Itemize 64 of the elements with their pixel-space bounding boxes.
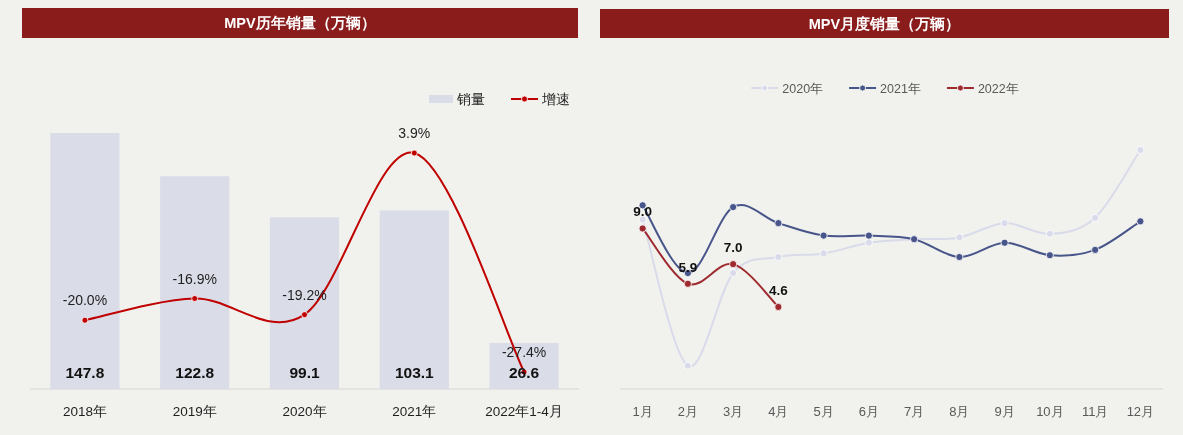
x-tick-label: 10月 (1036, 404, 1064, 419)
x-tick-label: 3月 (723, 404, 744, 419)
point (729, 260, 738, 269)
point (864, 238, 873, 247)
point (683, 279, 692, 288)
point (1136, 146, 1145, 154)
chart-title: MPV历年销量（万辆） (224, 15, 376, 31)
point (1136, 217, 1145, 226)
point (1000, 219, 1009, 228)
data-label: 26.6 (509, 364, 540, 381)
point (819, 231, 828, 240)
point (864, 231, 873, 240)
legend-label: 2020年 (782, 81, 824, 96)
point (1000, 238, 1009, 247)
x-tick-label: 1月 (632, 404, 653, 419)
x-tick-label: 12月 (1126, 404, 1155, 419)
data-label: 103.1 (394, 364, 435, 381)
data-label: 3.9% (398, 125, 431, 141)
data-label: -16.9% (172, 270, 217, 287)
point (774, 219, 783, 228)
legend-label: 2021年 (880, 81, 921, 96)
legend-label: 增速 (541, 91, 570, 107)
data-label: 4.6 (768, 282, 789, 298)
x-tick-label: 11月 (1081, 404, 1109, 419)
x-tick-label: 5月 (813, 404, 834, 419)
legend-label: 销量 (456, 91, 485, 107)
x-tick-label: 9月 (994, 404, 1015, 419)
point (81, 316, 89, 324)
x-tick-label: 2021年 (392, 404, 437, 419)
x-tick-label: 2020年 (282, 404, 327, 419)
data-label: -20.0% (62, 292, 108, 309)
point (301, 311, 308, 319)
point (774, 253, 783, 262)
point (774, 302, 783, 311)
legend-label: 2022年 (977, 81, 1019, 96)
x-tick-label: 4月 (768, 404, 789, 419)
point (955, 233, 964, 242)
point (191, 295, 199, 302)
x-tick-label: 2月 (677, 404, 698, 419)
data-label: 7.0 (723, 240, 743, 256)
point (1045, 251, 1054, 260)
chart-title: MPV月度销量（万辆） (808, 14, 961, 32)
bar (50, 133, 120, 389)
point (955, 253, 964, 262)
bar (269, 217, 340, 389)
x-tick-label: 7月 (904, 404, 925, 419)
point (1045, 229, 1054, 238)
point (729, 269, 738, 278)
x-tick-label: 2019年 (172, 404, 217, 419)
point (729, 203, 738, 212)
point (683, 361, 692, 370)
point (819, 249, 828, 258)
point (1091, 213, 1100, 222)
point (410, 149, 418, 157)
bar (160, 176, 230, 389)
point (1091, 245, 1100, 254)
point (638, 224, 647, 233)
data-label: 147.8 (65, 364, 105, 381)
x-tick-label: 2022年1-4月 (485, 404, 563, 419)
data-label: 122.8 (175, 364, 215, 381)
x-tick-label: 6月 (858, 404, 879, 419)
x-tick-label: 8月 (949, 404, 970, 419)
x-tick-label: 2018年 (62, 404, 107, 419)
data-label: 99.1 (289, 364, 320, 381)
